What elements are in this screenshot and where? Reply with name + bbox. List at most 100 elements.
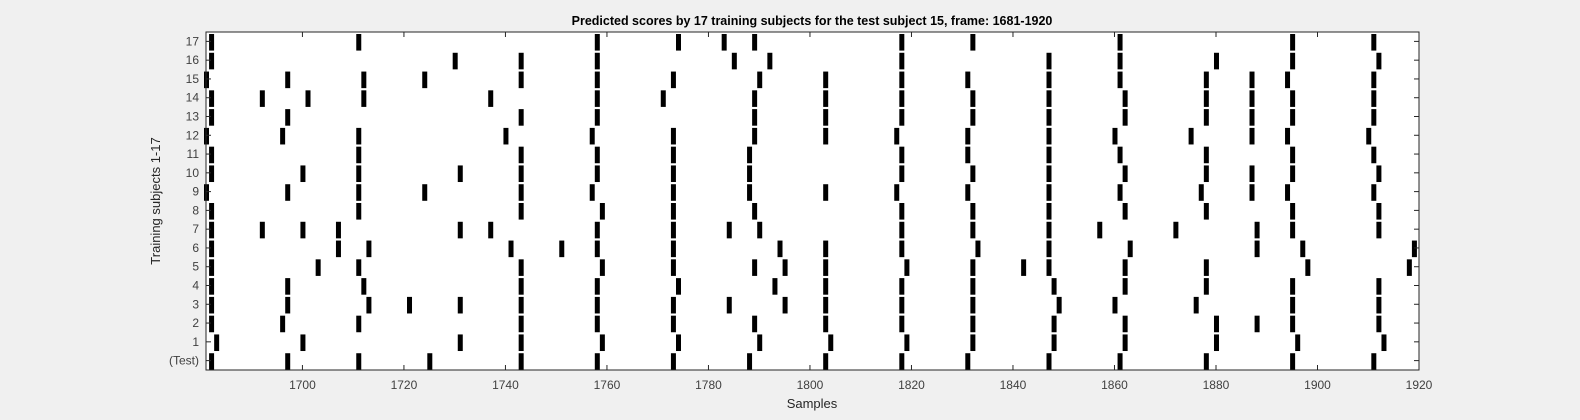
- mark-row-13-2: [518, 109, 524, 126]
- mark-row-14-3: [361, 90, 367, 107]
- mark-row-10-7: [747, 165, 753, 183]
- mark-row-10-0: [209, 165, 215, 183]
- mark-row-11-5: [747, 146, 753, 164]
- mark-row-7-7: [670, 221, 676, 239]
- mark-row-6-4: [559, 240, 565, 258]
- mark-row-12-13: [1249, 127, 1255, 145]
- y-tick-label: 14: [186, 91, 200, 105]
- mark-row-17-8: [1117, 34, 1123, 51]
- mark-row-16-11: [1376, 52, 1382, 70]
- mark-row-1-0: [214, 334, 220, 352]
- mark-row-14-11: [1046, 90, 1052, 107]
- mark-row-7-5: [488, 221, 494, 239]
- mark-row-1-4: [599, 334, 605, 352]
- y-tick-label: 7: [192, 222, 199, 236]
- mark-row-1-10: [1051, 334, 1057, 352]
- mark-row-8-11: [1290, 203, 1296, 220]
- mark-row-4-3: [518, 278, 524, 295]
- mark-row-17-9: [1290, 34, 1296, 51]
- mark-row-7-13: [1097, 221, 1103, 239]
- mark-row-8-2: [518, 203, 524, 220]
- mark-row-2-12: [1213, 315, 1219, 333]
- mark-row-12-3: [503, 127, 509, 145]
- mark-row-16-2: [518, 52, 524, 70]
- mark-row-7-3: [335, 221, 341, 239]
- y-tick-label: 1: [192, 335, 199, 349]
- mark-row-13-4: [752, 109, 758, 126]
- mark-row-11-12: [1371, 146, 1377, 164]
- mark-row-13-7: [970, 109, 976, 126]
- mark-row-10-4: [518, 165, 524, 183]
- y-ticks: 17 16 15 14 13 12 11 10 9 8 7 6 5 4 3 2 1 (Test): [169, 34, 1419, 368]
- mark-row-9-16: [1371, 184, 1377, 201]
- plot-area: [206, 32, 1419, 370]
- mark-row-6-2: [366, 240, 372, 258]
- mark-row-10-6: [670, 165, 676, 183]
- mark-row-17-0: [209, 34, 215, 51]
- mark-row-14-6: [660, 90, 666, 107]
- mark-row-5-15: [1305, 259, 1311, 276]
- mark-row-2-5: [670, 315, 676, 333]
- mark-row-7-8: [726, 221, 732, 239]
- mark-row-13-11: [1249, 109, 1255, 126]
- mark-row-7-0: [209, 221, 215, 239]
- mark-row-Test-2: [356, 353, 362, 370]
- mark-row-10-5: [594, 165, 600, 183]
- y-tick-label: 13: [186, 110, 200, 124]
- mark-row-7-1: [259, 221, 265, 239]
- mark-row-11-3: [594, 146, 600, 164]
- mark-row-Test-6: [670, 353, 676, 370]
- mark-row-7-15: [1254, 221, 1260, 239]
- mark-row-6-0: [209, 240, 215, 258]
- mark-row-17-6: [899, 34, 905, 51]
- mark-row-13-0: [209, 109, 215, 126]
- mark-row-15-14: [1249, 71, 1255, 89]
- y-tick-label: (Test): [169, 354, 199, 368]
- mark-row-5-16: [1406, 259, 1412, 276]
- mark-row-15-3: [422, 71, 428, 89]
- mark-row-14-16: [1371, 90, 1377, 107]
- mark-row-14-8: [823, 90, 829, 107]
- x-ticks: 1700 1720 1740 1760 1780 1800 1820 1840 1860 1880…: [289, 32, 1433, 392]
- mark-row-15-9: [899, 71, 905, 89]
- mark-row-6-11: [1046, 240, 1052, 258]
- mark-row-14-2: [305, 90, 311, 107]
- x-tick-label: 1780: [695, 378, 722, 392]
- mark-row-15-8: [823, 71, 829, 89]
- mark-row-14-4: [488, 90, 494, 107]
- mark-row-10-2: [356, 165, 362, 183]
- mark-row-9-5: [589, 184, 595, 201]
- mark-row-5-12: [1046, 259, 1052, 276]
- y-tick-label: 3: [192, 297, 199, 311]
- mark-row-15-1: [285, 71, 291, 89]
- mark-row-8-12: [1376, 203, 1382, 220]
- mark-row-3-2: [366, 296, 372, 314]
- mark-row-12-7: [823, 127, 829, 145]
- mark-row-5-13: [1122, 259, 1128, 276]
- mark-row-13-10: [1203, 109, 1209, 126]
- mark-row-16-7: [1046, 52, 1052, 70]
- mark-row-Test-3: [427, 353, 433, 370]
- mark-row-16-3: [594, 52, 600, 70]
- mark-row-15-13: [1203, 71, 1209, 89]
- mark-row-4-5: [676, 278, 681, 295]
- mark-row-3-10: [823, 296, 829, 314]
- mark-row-6-3: [508, 240, 514, 258]
- mark-row-9-9: [894, 184, 900, 201]
- mark-row-3-14: [1112, 296, 1118, 314]
- mark-row-12-11: [1112, 127, 1118, 145]
- mark-row-7-12: [1046, 221, 1052, 239]
- mark-row-10-10: [1046, 165, 1052, 183]
- x-tick-label: 1840: [1000, 378, 1027, 392]
- mark-row-8-0: [209, 203, 215, 220]
- mark-row-Test-10: [965, 353, 971, 370]
- mark-row-12-1: [280, 127, 286, 145]
- mark-row-15-16: [1371, 71, 1377, 89]
- mark-row-3-9: [782, 296, 788, 314]
- mark-row-15-7: [757, 71, 763, 89]
- mark-row-3-17: [1376, 296, 1382, 314]
- x-tick-label: 1760: [594, 378, 621, 392]
- mark-row-5-1: [315, 259, 321, 276]
- mark-row-5-0: [209, 259, 215, 276]
- mark-row-4-7: [823, 278, 829, 295]
